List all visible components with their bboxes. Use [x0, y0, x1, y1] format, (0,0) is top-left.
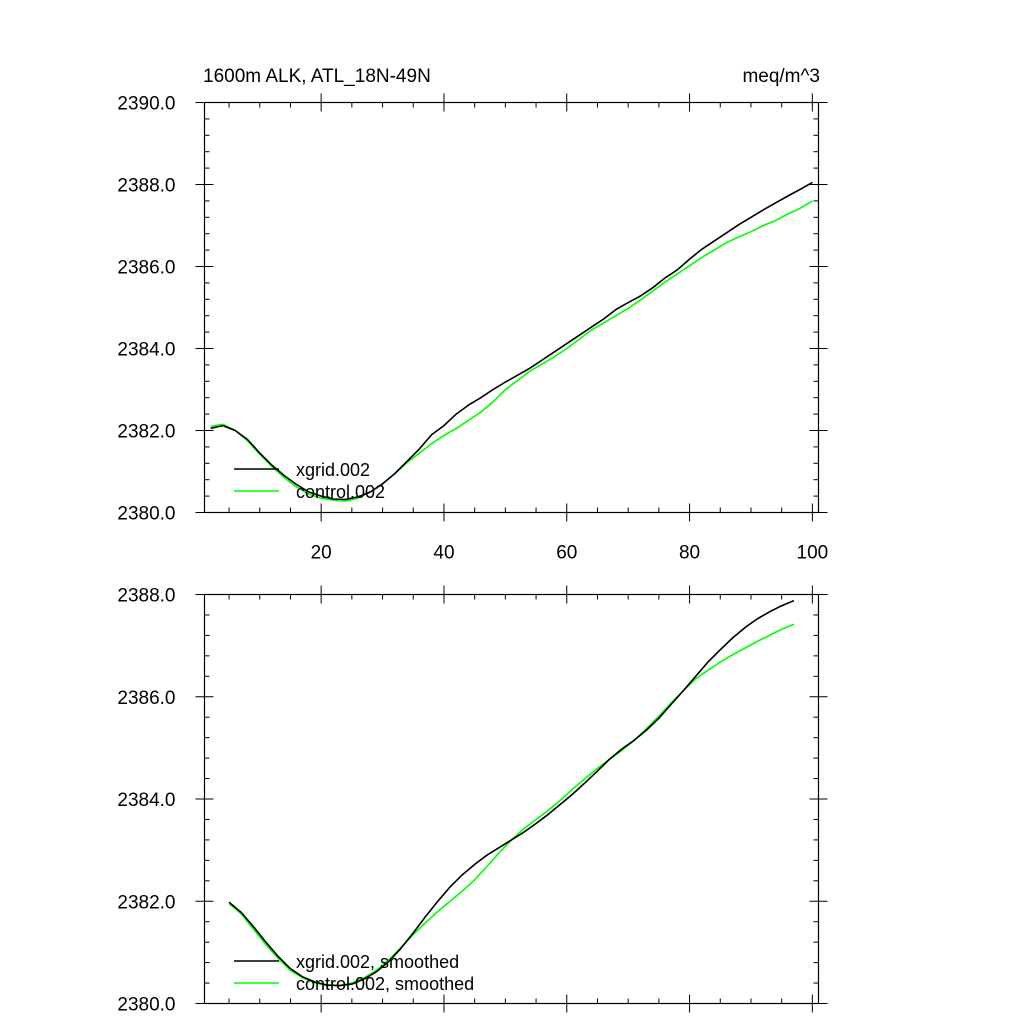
legend-label: xgrid.002, smoothed: [296, 952, 459, 972]
chart-panel-bottom: 2380.0 2382.0 2384.0 2386.0 2388.0 xgrid.002…: [117, 585, 828, 1016]
y-tick-label: 2382.0: [117, 892, 175, 913]
legend-label: xgrid.002: [296, 460, 370, 480]
plot-frame: [203, 101, 820, 514]
series-line-xgrid-002-smoothed: [228, 599, 795, 987]
y-tick-label: 2386.0: [117, 688, 175, 709]
x-tick-label: 60: [556, 543, 577, 564]
units-label: meq/m^3: [742, 66, 820, 87]
y-tick-label: 2390.0: [117, 94, 175, 115]
series-line-control-002: [210, 200, 813, 502]
plot-frame: [203, 593, 820, 1005]
legend: xgrid.002 control.002: [234, 460, 385, 502]
y-tick-label: 2384.0: [117, 340, 175, 361]
series-line-xgrid-002: [210, 181, 813, 501]
y-tick-label: 2388.0: [117, 586, 175, 607]
y-tick-label: 2382.0: [117, 422, 175, 443]
series-line-control-002-smoothed: [228, 623, 795, 987]
x-tick-label: 100: [797, 543, 829, 564]
x-tick-label: 80: [679, 543, 700, 564]
chart-title: 1600m ALK, ATL_18N-49N: [203, 66, 431, 87]
x-tick-label: 20: [311, 543, 332, 564]
y-tick-label: 2380.0: [117, 504, 175, 525]
chart-panel-top: 1600m ALK, ATL_18N-49N meq/m^3 20 40 60 80 1…: [117, 66, 828, 564]
y-tick-label: 2388.0: [117, 176, 175, 197]
y-tick-label: 2384.0: [117, 790, 175, 811]
y-tick-label: 2386.0: [117, 258, 175, 279]
y-tick-label: 2380.0: [117, 995, 175, 1016]
x-tick-label: 40: [433, 543, 454, 564]
legend: xgrid.002, smoothed control.002, smoothe…: [234, 952, 474, 994]
legend-label: control.002, smoothed: [296, 974, 474, 994]
legend-label: control.002: [296, 482, 385, 502]
